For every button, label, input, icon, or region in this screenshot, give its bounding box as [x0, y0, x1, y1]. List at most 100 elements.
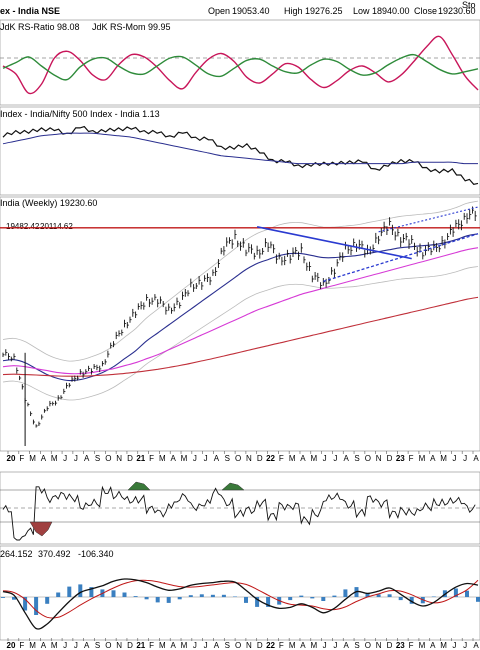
macd-hist-bar	[1, 597, 5, 598]
macd-line	[2, 578, 479, 630]
macd-hist-bar	[266, 597, 271, 607]
x-tick-label: S	[225, 454, 230, 463]
x-tick-label: O	[105, 641, 111, 650]
macd-hist-bar	[255, 597, 260, 607]
x-tick-label: F	[409, 641, 414, 650]
x-tick-label: J	[74, 454, 78, 463]
x-tick-label: M	[289, 454, 296, 463]
low-value: 18940.00	[372, 6, 410, 16]
macd-hist-bar	[299, 595, 304, 597]
macd-hist-bar	[310, 597, 315, 599]
macd-hist-bar	[453, 588, 458, 597]
x-tick-label: D	[257, 454, 263, 463]
x-tick-label: M	[29, 641, 36, 650]
x-tick-label: S	[95, 454, 100, 463]
x-tick-label: A	[344, 641, 350, 650]
moving-average-3	[2, 296, 479, 377]
x-tick-label: 22	[266, 641, 275, 650]
macd-hist-bar	[45, 597, 50, 604]
band-lower	[2, 266, 479, 401]
macd-hist-bar	[288, 597, 293, 601]
price-panel	[0, 200, 480, 446]
macd-hist-bar	[111, 590, 116, 598]
moving-average-2	[2, 247, 479, 375]
x-tick-label: D	[127, 641, 133, 650]
x-tick-label: 20	[7, 454, 16, 463]
macd-hist-value: -106.340	[78, 549, 114, 559]
macd-hist-bar	[398, 597, 403, 601]
x-tick-label: J	[333, 641, 337, 650]
x-tick-label: J	[204, 454, 208, 463]
x-tick-label: 22	[266, 454, 275, 463]
x-tick-label: M	[51, 454, 58, 463]
macd-hist-bar	[188, 595, 193, 597]
rs-panel-frame	[0, 106, 480, 196]
x-tick-label: A	[214, 641, 220, 650]
macd-hist-bar	[221, 594, 226, 598]
x-tick-label: A	[430, 454, 436, 463]
x-tick-label: O	[365, 454, 371, 463]
x-tick-label: A	[214, 454, 220, 463]
oversold-fill	[29, 521, 53, 537]
x-tick-label: J	[333, 454, 337, 463]
x-tick-label: M	[181, 454, 188, 463]
x-tick-label: N	[116, 641, 122, 650]
x-tick-label: M	[310, 454, 317, 463]
macd-hist-bar	[409, 597, 414, 604]
x-tick-label: F	[279, 454, 284, 463]
rs-ratio-label: JdK RS-Ratio 98.08	[0, 22, 80, 32]
x-tick-label: J	[452, 641, 456, 650]
x-tick-label: J	[193, 454, 197, 463]
low-label: Low	[353, 6, 370, 16]
high-value: 19276.25	[305, 6, 343, 16]
oscillator-panel	[0, 481, 480, 541]
x-tick-label: A	[41, 454, 47, 463]
channel-upper	[378, 206, 479, 233]
x-tick-label: N	[376, 641, 382, 650]
x-tick-label: A	[171, 454, 177, 463]
overbought-fill-1	[127, 481, 151, 491]
x-tick-label: D	[257, 641, 263, 650]
x-tick-label: N	[246, 641, 252, 650]
x-tick-label: N	[376, 454, 382, 463]
x-tick-label: O	[365, 641, 371, 650]
rs-line	[2, 125, 479, 185]
macd-hist-bar	[144, 597, 149, 600]
price-panel-label: India (Weekly) 19230.60	[0, 198, 97, 208]
x-tick-label: F	[19, 454, 24, 463]
macd-label: 264.152 370.492 -106.340	[0, 549, 114, 559]
overbought-fill-2	[221, 482, 245, 491]
rrg-series-0	[2, 35, 479, 95]
x-tick-label: S	[354, 454, 359, 463]
x-tick-label: N	[116, 454, 122, 463]
x-tick-label: A	[41, 641, 47, 650]
rrg-series-1	[2, 53, 479, 81]
close-label: Close	[414, 6, 437, 16]
macd-value: 264.152	[0, 549, 33, 559]
x-axis-price: 20 F M A M J J A S O N D 21 F M A M J J A S O N D 22 F M A M J J A S O N D 2…	[7, 451, 479, 463]
x-tick-label: J	[463, 641, 467, 650]
macd-hist-bar	[89, 587, 94, 597]
x-tick-label: J	[323, 641, 327, 650]
x-tick-label: F	[149, 454, 154, 463]
x-tick-label: A	[473, 454, 479, 463]
x-tick-label: M	[289, 641, 296, 650]
x-tick-label: F	[409, 454, 414, 463]
open-value: 19053.40	[232, 6, 270, 16]
x-tick-label: A	[430, 641, 436, 650]
osc-panel-frame	[0, 471, 480, 545]
rrg-panel	[0, 35, 480, 95]
x-tick-label: J	[323, 454, 327, 463]
macd-panel-frame	[0, 545, 480, 641]
x-tick-label: A	[171, 641, 177, 650]
macd-hist-bar	[78, 584, 83, 597]
macd-hist-bar	[210, 594, 215, 598]
close-value: 19230.60	[438, 6, 476, 16]
channel-lower	[323, 233, 479, 283]
rrg-panel-frame	[0, 19, 480, 106]
macd-hist-bar	[431, 596, 436, 597]
x-tick-label: M	[159, 454, 166, 463]
macd-hist-bar	[177, 597, 182, 600]
x-axis-macd: 20 F M A M J J A S O N D 21 F M A M J J A S O N D 22 F M A M J J A S O N D 2…	[7, 638, 479, 650]
x-tick-label: M	[419, 454, 426, 463]
